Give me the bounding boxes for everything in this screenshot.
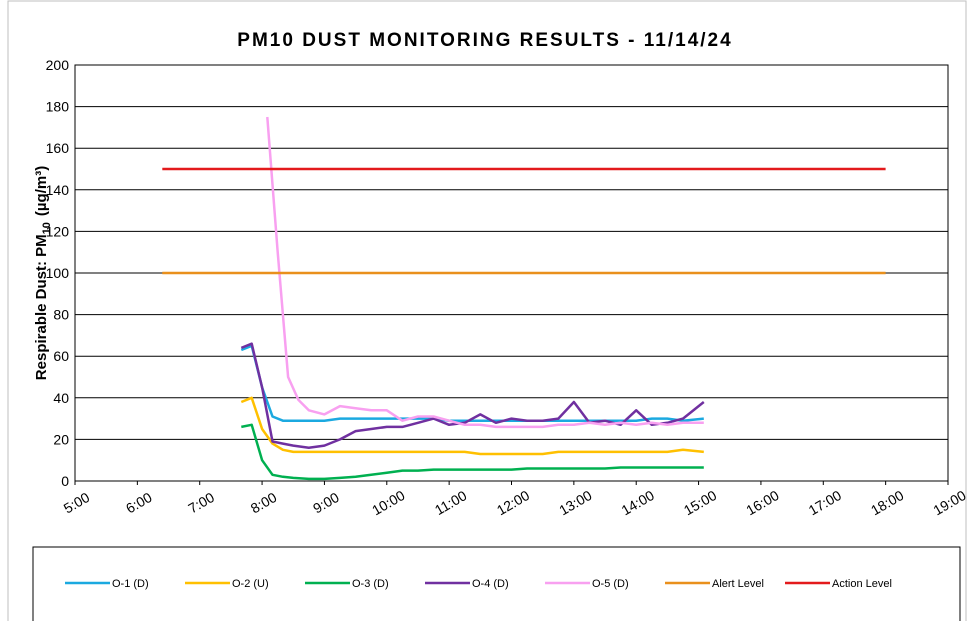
y-tick-label: 0 <box>61 473 69 489</box>
y-label-unit: (µg/m³) <box>33 166 50 216</box>
y-tick-label: 160 <box>46 140 70 156</box>
chart-frame <box>7 0 967 621</box>
y-tick-label: 200 <box>46 57 70 73</box>
y-tick-label: 140 <box>46 182 70 198</box>
legend-label: O-3 (D) <box>352 578 389 590</box>
legend-label: Alert Level <box>712 578 764 590</box>
y-axis-label: Respirable Dust: PM10 (µg/m³) <box>33 166 53 380</box>
legend-label: O-5 (D) <box>592 578 629 590</box>
y-tick-label: 100 <box>46 265 70 281</box>
chart-title: PM10 DUST MONITORING RESULTS - 11/14/24 <box>237 30 732 51</box>
series-line <box>266 116 704 429</box>
legend-label: Action Level <box>832 578 892 590</box>
legend-label: O-1 (D) <box>112 578 149 590</box>
y-label-text: Respirable Dust: PM <box>33 234 50 380</box>
series-line <box>241 423 704 481</box>
series-line <box>240 396 704 456</box>
y-tick-label: 60 <box>53 348 69 364</box>
legend-label: O-4 (D) <box>472 578 509 590</box>
y-tick-label: 120 <box>46 223 70 239</box>
y-label-sub: 10 <box>41 222 53 234</box>
y-tick-label: 180 <box>46 99 70 115</box>
y-tick-label: 80 <box>53 307 69 323</box>
series-line <box>240 344 704 422</box>
y-tick-label: 40 <box>53 390 69 406</box>
legend-label: O-2 (U) <box>232 578 269 590</box>
y-tick-label: 20 <box>53 431 69 447</box>
